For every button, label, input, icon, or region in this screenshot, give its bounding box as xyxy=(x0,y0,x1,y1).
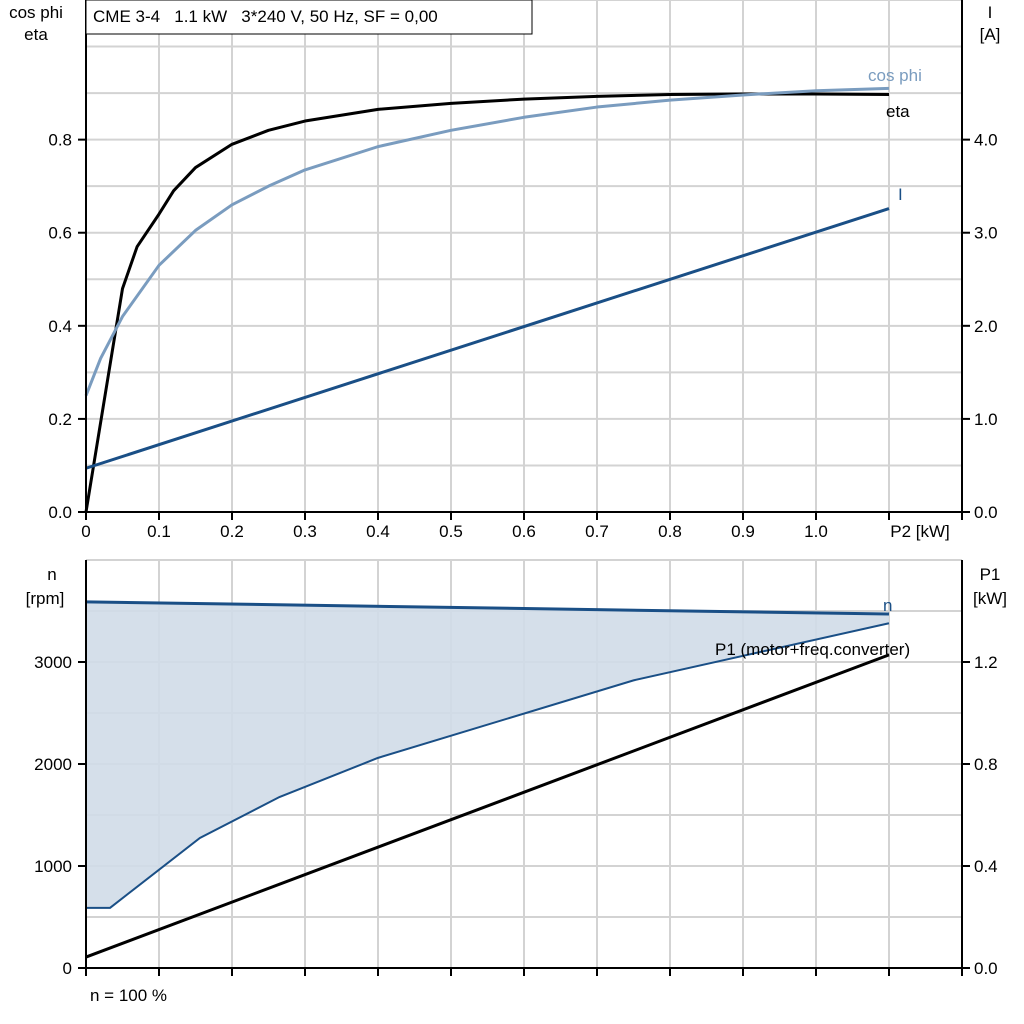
x-tick-label: 1.0 xyxy=(804,522,828,541)
series-line-i xyxy=(85,207,890,470)
series-label-i: I xyxy=(898,185,903,204)
speed-range-lower-line xyxy=(86,622,890,909)
x-tick-label: 0.8 xyxy=(658,522,682,541)
footnote: n = 100 % xyxy=(90,986,167,1005)
left-tick-label: 3000 xyxy=(34,653,72,672)
right-tick-label: 2.0 xyxy=(974,317,998,336)
axes: 0.0 0.2 0.4 0.6 0.8 0.0 1.0 2.0 3.0 4.0 0 0.1 0.2 0.3… xyxy=(34,0,998,978)
series-line-p1 xyxy=(85,653,890,959)
title-box xyxy=(85,0,533,35)
left-tick-label: 0.8 xyxy=(48,131,72,150)
series-line-n xyxy=(85,600,890,616)
left-tick-label: 0.4 xyxy=(48,317,72,336)
chart-marks xyxy=(84,86,890,959)
right-tick-label: 1.0 xyxy=(974,410,998,429)
x-tick-label: 0.7 xyxy=(585,522,609,541)
right-tick-label: 3.0 xyxy=(974,224,998,243)
x-tick-label: 0.6 xyxy=(512,522,536,541)
x-tick-label: 0.1 xyxy=(147,522,171,541)
x-tick-label: 0.3 xyxy=(293,522,317,541)
series-label-n: n xyxy=(883,596,892,615)
series-label-cos-phi: cos phi xyxy=(868,66,922,85)
left-tick-label: 0.0 xyxy=(48,503,72,522)
chart-title: CME 3-4 1.1 kW 3*240 V, 50 Hz, SF = 0,00 xyxy=(93,7,438,26)
x-tick-label: 0 xyxy=(81,522,90,541)
left-tick-label: 2000 xyxy=(34,755,72,774)
series-label-eta: eta xyxy=(886,102,910,121)
speed-range-band xyxy=(86,601,889,908)
left-tick-label: 0.6 xyxy=(48,224,72,243)
top-grid xyxy=(86,0,962,512)
right-tick-label: 0.4 xyxy=(974,857,998,876)
right-tick-label: 0.0 xyxy=(974,503,998,522)
left-tick-label: 0.2 xyxy=(48,410,72,429)
bottom-left-ylabel-1: n xyxy=(47,565,56,584)
top-left-ylabel-2: eta xyxy=(24,25,48,44)
x-tick-label: 0.5 xyxy=(439,522,463,541)
right-tick-label: 1.2 xyxy=(974,653,998,672)
x-tick-label: 0.9 xyxy=(731,522,755,541)
top-left-ylabel-1: cos phi xyxy=(9,3,63,22)
series-line-eta xyxy=(84,92,890,513)
bottom-left-ylabel-2: [rpm] xyxy=(26,589,65,608)
bottom-right-ylabel-1: P1 xyxy=(980,565,1001,584)
series-label-p1: P1 (motor+freq.converter) xyxy=(715,640,910,659)
left-tick-label: 1000 xyxy=(34,857,72,876)
right-tick-label: 4.0 xyxy=(974,131,998,150)
x-tick-label: 0.2 xyxy=(220,522,244,541)
x-tick-label: 0.4 xyxy=(366,522,390,541)
right-tick-label: 0.0 xyxy=(974,959,998,978)
bottom-right-ylabel-2: [kW] xyxy=(973,589,1007,608)
series-line-cos xyxy=(84,86,890,397)
left-tick-label: 0 xyxy=(63,959,72,978)
top-right-ylabel-2: [A] xyxy=(980,25,1001,44)
top-right-ylabel-1: I xyxy=(988,3,993,22)
x-axis-label: P2 [kW] xyxy=(890,522,950,541)
right-tick-label: 0.8 xyxy=(974,755,998,774)
